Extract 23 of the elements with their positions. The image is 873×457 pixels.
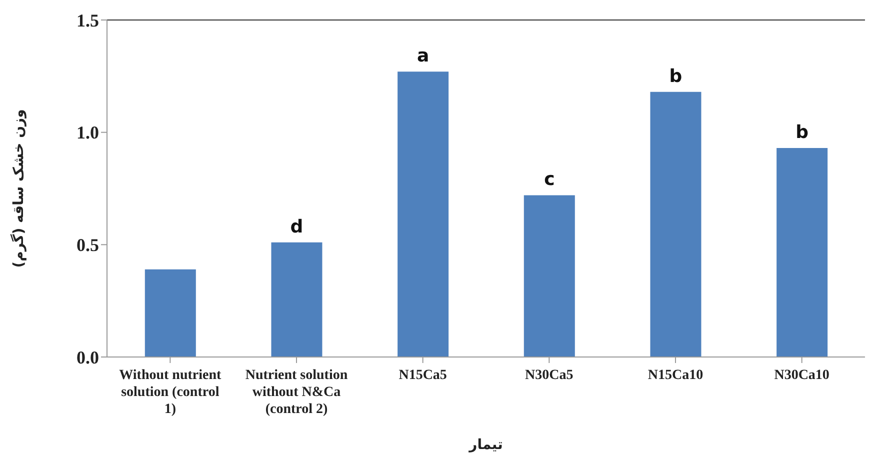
- data-label: b: [669, 66, 682, 87]
- bar: [524, 195, 575, 357]
- y-tick-label: 0.5: [76, 235, 99, 256]
- y-tick-label: 1.5: [76, 10, 99, 30]
- x-tick-label: Nutrient solution without N&Ca (control 2): [245, 368, 348, 417]
- bar: [271, 242, 322, 357]
- x-tick-label: Without nutrient solution (control 1): [119, 368, 222, 417]
- bar: [398, 72, 449, 357]
- x-tick-label: N15Ca5: [398, 368, 447, 383]
- x-axis-title: تیمار: [468, 437, 503, 453]
- x-tick-label: N15Ca10: [648, 368, 704, 383]
- bar: [144, 269, 196, 357]
- x-tick-label: N30Ca5: [525, 368, 574, 383]
- y-tick-label: 1.0: [76, 122, 99, 143]
- bar: [776, 148, 828, 357]
- bar: [650, 92, 702, 357]
- data-label: a: [416, 46, 430, 67]
- y-axis-title: وزن خشک ساقه (گرم): [10, 109, 27, 268]
- data-label: b: [796, 122, 809, 144]
- data-label: c: [544, 169, 555, 190]
- x-tick-label: N30Ca10: [774, 368, 830, 383]
- data-label: d: [290, 216, 304, 238]
- y-tick-label: 0.0: [76, 347, 99, 368]
